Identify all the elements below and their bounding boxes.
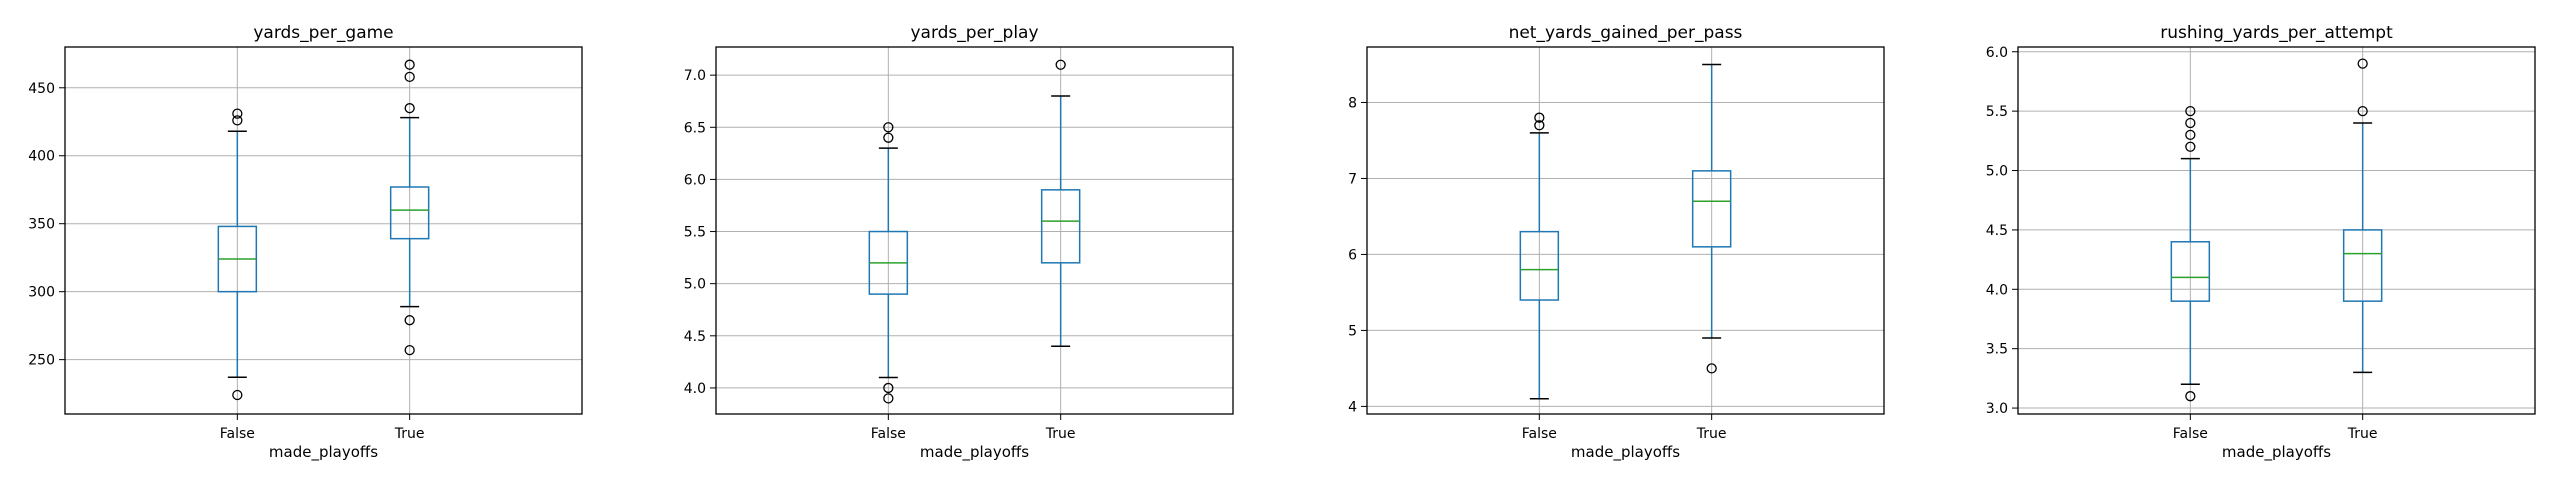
y-tick-label: 5.0: [684, 277, 706, 293]
outlier-point: [232, 389, 243, 401]
outlier-point: [1055, 59, 1066, 70]
iqr-box: [2342, 229, 2383, 302]
y-tick-label: 5.0: [1986, 164, 2008, 180]
iqr-box: [1691, 170, 1732, 248]
box-false: [2170, 105, 2211, 402]
x-tick-label: True: [1045, 426, 1076, 442]
axes-frame: [64, 46, 583, 415]
y-tick-label: 4.5: [1986, 223, 2008, 239]
outlier-point: [404, 344, 415, 356]
box-false: [868, 122, 909, 404]
outlier-point: [883, 393, 894, 404]
y-tick-label: 400: [28, 149, 55, 165]
y-tick-label: 6.0: [684, 172, 706, 188]
outlier-point: [2185, 391, 2196, 402]
x-tick-label: False: [2173, 426, 2208, 442]
y-tick-label: 4: [1348, 399, 1357, 415]
outlier-point: [1534, 112, 1545, 123]
y-tick-label: 5: [1348, 323, 1357, 339]
y-tick-label: 7.0: [684, 68, 706, 84]
outlier-point: [2185, 105, 2196, 117]
chart-panel-2: 4.0 4.5 5.0 5.5 6.0 6.5 7.0 False True yards_per_…: [684, 23, 1234, 462]
y-tick-label: 3.0: [1986, 401, 2008, 417]
y-tick-label: 6: [1348, 247, 1357, 263]
x-axis-label: made_playoffs: [920, 443, 1029, 462]
chart-panel-4: 3.0 3.5 4.0 4.5 5.0 5.5 6.0 False True rushing_ya…: [1986, 23, 2536, 462]
box-true: [1040, 59, 1081, 347]
outlier-point: [232, 115, 243, 126]
y-tick-label: 5.5: [684, 225, 706, 241]
box-true: [389, 59, 430, 356]
x-tick-label: False: [220, 426, 255, 442]
outlier-point: [1534, 120, 1545, 131]
axes-frame: [715, 46, 1234, 415]
iqr-box: [1519, 230, 1560, 301]
y-tick-label: 7: [1348, 171, 1357, 187]
x-tick-label: True: [2347, 426, 2378, 442]
y-tick-label: 300: [28, 285, 55, 301]
box-false: [1519, 112, 1560, 400]
y-tick-label: 4.0: [684, 381, 706, 397]
y-tick-label: 250: [28, 353, 55, 369]
y-tick-label: 6.5: [684, 120, 706, 136]
y-tick-label: 5.5: [1986, 104, 2008, 120]
outlier-point: [883, 122, 894, 133]
axes-frame: [2017, 46, 2536, 415]
outlier-point: [2357, 105, 2368, 117]
iqr-box: [2170, 241, 2211, 302]
chart-panel-1: 250 300 350 400 450 False True yards_per_gamema…: [28, 23, 583, 462]
outlier-point: [404, 315, 415, 326]
box-true: [2342, 58, 2383, 374]
y-tick-label: 350: [28, 217, 55, 233]
x-tick-label: True: [1696, 426, 1727, 442]
y-tick-label: 8: [1348, 95, 1357, 111]
box-false: [217, 108, 258, 401]
chart-title: net_yards_gained_per_pass: [1509, 23, 1743, 43]
outlier-point: [404, 59, 415, 70]
chart-title: yards_per_play: [910, 23, 1038, 43]
outlier-point: [404, 71, 415, 83]
y-tick-label: 6.0: [1986, 45, 2008, 61]
chart-title: yards_per_game: [253, 23, 393, 43]
y-tick-label: 450: [28, 81, 55, 97]
outlier-point: [2357, 58, 2368, 69]
x-tick-label: True: [394, 426, 425, 442]
x-axis-label: made_playoffs: [269, 443, 378, 462]
outlier-point: [883, 132, 894, 143]
axes-frame: [1366, 46, 1885, 415]
y-tick-label: 4.0: [1986, 282, 2008, 298]
x-axis-label: made_playoffs: [2222, 443, 2331, 462]
box-true: [1691, 63, 1732, 374]
outlier-point: [2185, 117, 2196, 129]
outlier-point: [2185, 141, 2196, 152]
x-axis-label: made_playoffs: [1571, 443, 1680, 462]
chart-title: rushing_yards_per_attempt: [2160, 23, 2393, 43]
outlier-point: [404, 103, 415, 114]
outlier-point: [1706, 363, 1717, 374]
outlier-point: [232, 108, 243, 119]
y-tick-label: 3.5: [1986, 342, 2008, 358]
iqr-box: [1040, 189, 1081, 264]
x-tick-label: False: [1522, 426, 1557, 442]
outlier-point: [883, 382, 894, 394]
x-tick-label: False: [871, 426, 906, 442]
iqr-box: [389, 186, 430, 240]
outlier-point: [2185, 129, 2196, 141]
y-tick-label: 4.5: [684, 329, 706, 345]
chart-panel-3: 4 5 6 7 8 False True net_yards_gained_per_passm…: [1348, 23, 1885, 462]
